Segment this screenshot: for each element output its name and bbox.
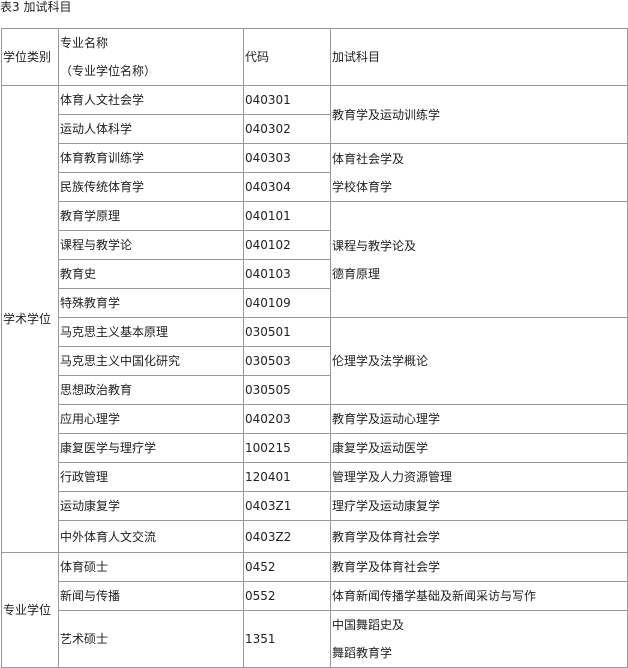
table-caption: 表3 加试科目 (0, 0, 72, 14)
table-row: 特殊教育学 040109 (2, 288, 628, 318)
major-cell: 民族传统体育学 (58, 172, 244, 202)
table-row: 中外体育人文交流 0403Z2 教育学及体育社会学 (2, 520, 628, 553)
exam-line: 管理学及人力资源管理 (332, 470, 453, 484)
exam-line: 课程与教学论及 (332, 238, 417, 253)
header-row: 学位类别 专业名称 （专业学位名称） 代码 加试科目 (1, 28, 628, 86)
exam-cell: 康复学及运动医学 (330, 433, 628, 463)
table-row: 课程与教学论 040102 (2, 230, 628, 260)
major-cell: 运动人体科学 (58, 114, 244, 144)
exam-line: 康复学及运动医学 (332, 441, 429, 455)
exam-cell: 教育学及运动心理学 (330, 404, 628, 434)
code-cell: 030505 (243, 375, 331, 405)
exam-line: 中国舞蹈史及 (332, 618, 405, 632)
code-cell: 100215 (243, 433, 331, 463)
table-row: 艺术硕士 1351 中国舞蹈史及 舞蹈教育学 (2, 610, 628, 668)
table-row: 应用心理学 040203 教育学及运动心理学 (2, 404, 628, 434)
major-cell: 新闻与传播 (58, 581, 244, 611)
exam-cell: 体育新闻传播学基础及新闻采访与写作 (330, 581, 628, 611)
major-cell: 教育学原理 (58, 201, 244, 231)
table-row: 专业学位 体育硕士 0452 教育学及体育社会学 (1, 552, 628, 668)
code-cell: 040302 (243, 114, 331, 144)
exam-line: 德育原理 (332, 266, 381, 281)
major-cell: 特殊教育学 (58, 288, 244, 318)
major-cell: 运动康复学 (58, 491, 244, 521)
code-cell: 030503 (243, 346, 331, 376)
code-cell: 040304 (243, 172, 331, 202)
exam-line: 理疗学及运动康复学 (332, 499, 441, 513)
major-cell: 思想政治教育 (58, 375, 244, 405)
exam-cell: 管理学及人力资源管理 (330, 462, 628, 492)
header-exam: 加试科目 (330, 28, 628, 86)
exam-line: 舞蹈教育学 (332, 646, 393, 660)
exam-cell: 教育学及体育社会学 (330, 520, 628, 553)
table-row: 体育教育训练学 040303 体育社会学及 学校体育学 (2, 143, 628, 202)
code-cell: 040101 (243, 201, 331, 231)
table-row: 马克思主义中国化研究 030503 (2, 346, 628, 376)
table-row: 行政管理 120401 管理学及人力资源管理 (2, 462, 628, 492)
code-cell: 040203 (243, 404, 331, 434)
major-cell: 中外体育人文交流 (58, 520, 244, 553)
exam-cell: 课程与教学论及 德育原理 (330, 201, 628, 318)
code-cell: 040301 (243, 85, 331, 115)
code-cell: 030501 (243, 317, 331, 347)
code-cell: 1351 (243, 610, 331, 668)
exam-line: 教育学及运动训练学 (332, 107, 441, 122)
table-row: 运动人体科学 040302 (2, 114, 628, 144)
major-cell: 体育人文社会学 (58, 85, 244, 115)
exam-line: 伦理学及法学概论 (332, 354, 429, 368)
table-row: 新闻与传播 0552 体育新闻传播学基础及新闻采访与写作 (2, 581, 628, 611)
major-cell: 马克思主义基本原理 (58, 317, 244, 347)
table-row: 教育学原理 040101 课程与教学论及 德育原理 (2, 201, 628, 318)
table-row: 马克思主义基本原理 030501 伦理学及法学概论 (2, 317, 628, 405)
header-code: 代码 (243, 28, 331, 86)
table-row: 民族传统体育学 040304 (2, 172, 628, 202)
major-cell: 康复医学与理疗学 (58, 433, 244, 463)
exam-cell: 体育社会学及 学校体育学 (330, 143, 628, 202)
header-major-line2: （专业学位名称） (60, 64, 157, 78)
code-cell: 0552 (243, 581, 331, 611)
header-major: 专业名称 （专业学位名称） (58, 28, 244, 86)
major-cell: 马克思主义中国化研究 (58, 346, 244, 376)
code-cell: 120401 (243, 462, 331, 492)
exam-line: 学校体育学 (332, 179, 393, 194)
table-row: 教育史 040103 (2, 259, 628, 289)
major-cell: 体育教育训练学 (58, 143, 244, 173)
major-cell: 教育史 (58, 259, 244, 289)
table-row: 思想政治教育 030505 (2, 375, 628, 405)
exam-line: 教育学及运动心理学 (332, 412, 441, 426)
major-cell: 艺术硕士 (58, 610, 244, 668)
exam-cell: 中国舞蹈史及 舞蹈教育学 (330, 610, 628, 668)
exam-cell: 教育学及运动训练学 (330, 85, 628, 144)
exam-cell: 伦理学及法学概论 (330, 317, 628, 405)
table-row: 康复医学与理疗学 100215 康复学及运动医学 (2, 433, 628, 463)
exam-line: 教育学及体育社会学 (332, 529, 441, 544)
code-cell: 0403Z2 (243, 520, 331, 553)
code-cell: 040303 (243, 143, 331, 173)
code-cell: 0452 (243, 552, 331, 582)
header-major-line1: 专业名称 (60, 36, 109, 50)
major-cell: 课程与教学论 (58, 230, 244, 260)
exam-subjects-table: 学位类别 专业名称 （专业学位名称） 代码 加试科目 学术学位 体育人文社会学 04… (1, 28, 628, 668)
exam-cell: 理疗学及运动康复学 (330, 491, 628, 521)
header-category: 学位类别 (1, 28, 59, 86)
major-cell: 体育硕士 (58, 552, 244, 582)
table-row: 运动康复学 0403Z1 理疗学及运动康复学 (2, 491, 628, 521)
major-cell: 应用心理学 (58, 404, 244, 434)
code-cell: 040102 (243, 230, 331, 260)
major-cell: 行政管理 (58, 462, 244, 492)
category-cell: 专业学位 (1, 552, 59, 668)
code-cell: 040109 (243, 288, 331, 318)
category-cell: 学术学位 (1, 85, 59, 553)
code-cell: 0403Z1 (243, 491, 331, 521)
code-cell: 040103 (243, 259, 331, 289)
exam-cell: 教育学及体育社会学 (330, 552, 628, 582)
exam-line: 体育社会学及 (332, 151, 405, 166)
table-row: 学术学位 体育人文社会学 040301 教育学及运动训练学 (1, 85, 628, 553)
